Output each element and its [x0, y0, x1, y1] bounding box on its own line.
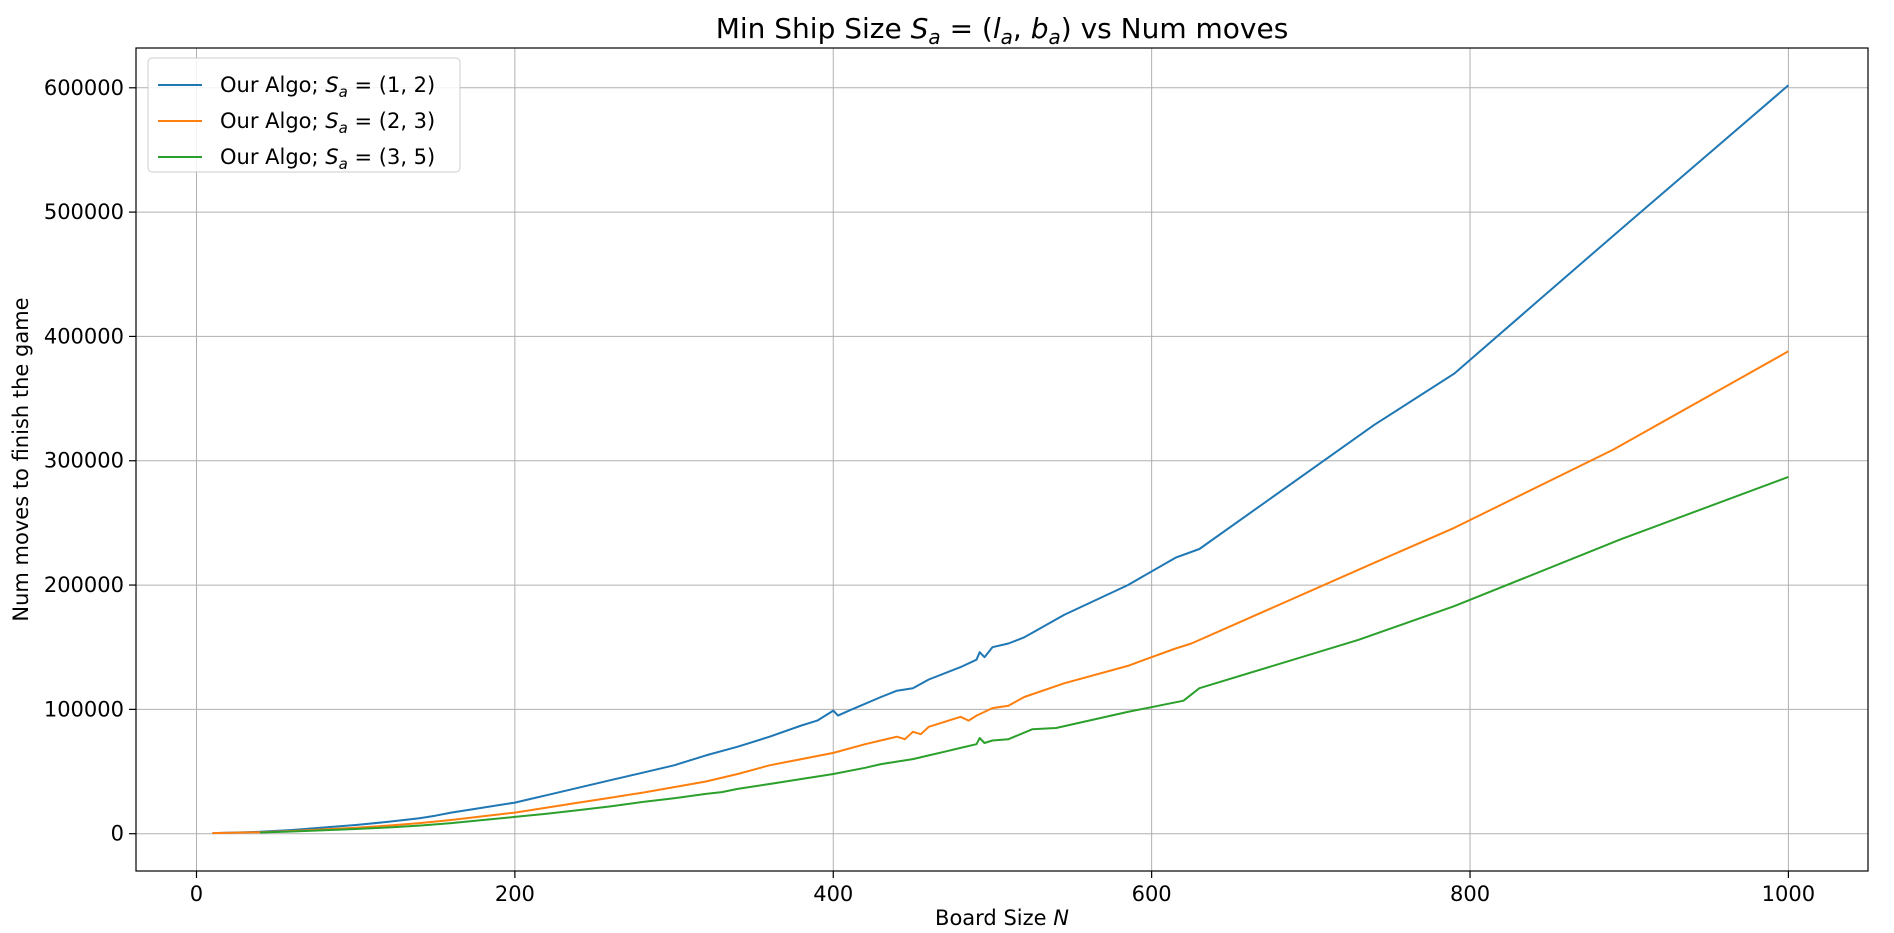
legend-entry: Our Algo; Sa = (1, 2): [158, 73, 435, 101]
grid: [136, 48, 1868, 871]
legend-entry: Our Algo; Sa = (2, 3): [158, 109, 435, 137]
y-tick-label: 600000: [44, 76, 124, 100]
axis-ticks: 0 200 400 600 800 1000 0 100000 200000 300000 4000…: [44, 76, 1815, 906]
y-axis-label: Num moves to finish the game: [9, 297, 33, 621]
x-tick-label: 200: [495, 882, 535, 906]
chart-title: Min Ship Size Sa = (la, ba) vs Num moves: [716, 12, 1289, 49]
legend-entry: Our Algo; Sa = (3, 5): [158, 145, 435, 173]
legend: Our Algo; Sa = (1, 2) Our Algo; Sa = (2,…: [147, 57, 461, 173]
legend-label: Our Algo; Sa = (3, 5): [220, 145, 435, 173]
x-tick-label: 400: [813, 882, 853, 906]
legend-label: Our Algo; Sa = (2, 3): [220, 109, 435, 137]
y-tick-label: 300000: [44, 449, 124, 473]
x-tick-label: 600: [1132, 882, 1172, 906]
y-tick-label: 200000: [44, 573, 124, 597]
x-tick-label: 0: [190, 882, 203, 906]
y-tick-label: 100000: [44, 697, 124, 721]
plot-frame: [135, 47, 1869, 872]
x-tick-label: 1000: [1762, 882, 1815, 906]
series-line-2: [212, 350, 1789, 835]
legend-label: Our Algo; Sa = (1, 2): [220, 73, 435, 101]
x-axis-label: Board Size N: [935, 906, 1069, 930]
y-tick-label: 500000: [44, 200, 124, 224]
y-tick-label: 400000: [44, 324, 124, 348]
series-line-3: [260, 475, 1789, 834]
legend-box: [147, 57, 461, 173]
series-lines: [212, 84, 1790, 835]
series-line-1: [212, 84, 1790, 835]
y-tick-label: 0: [111, 822, 124, 846]
x-tick-label: 800: [1450, 882, 1490, 906]
